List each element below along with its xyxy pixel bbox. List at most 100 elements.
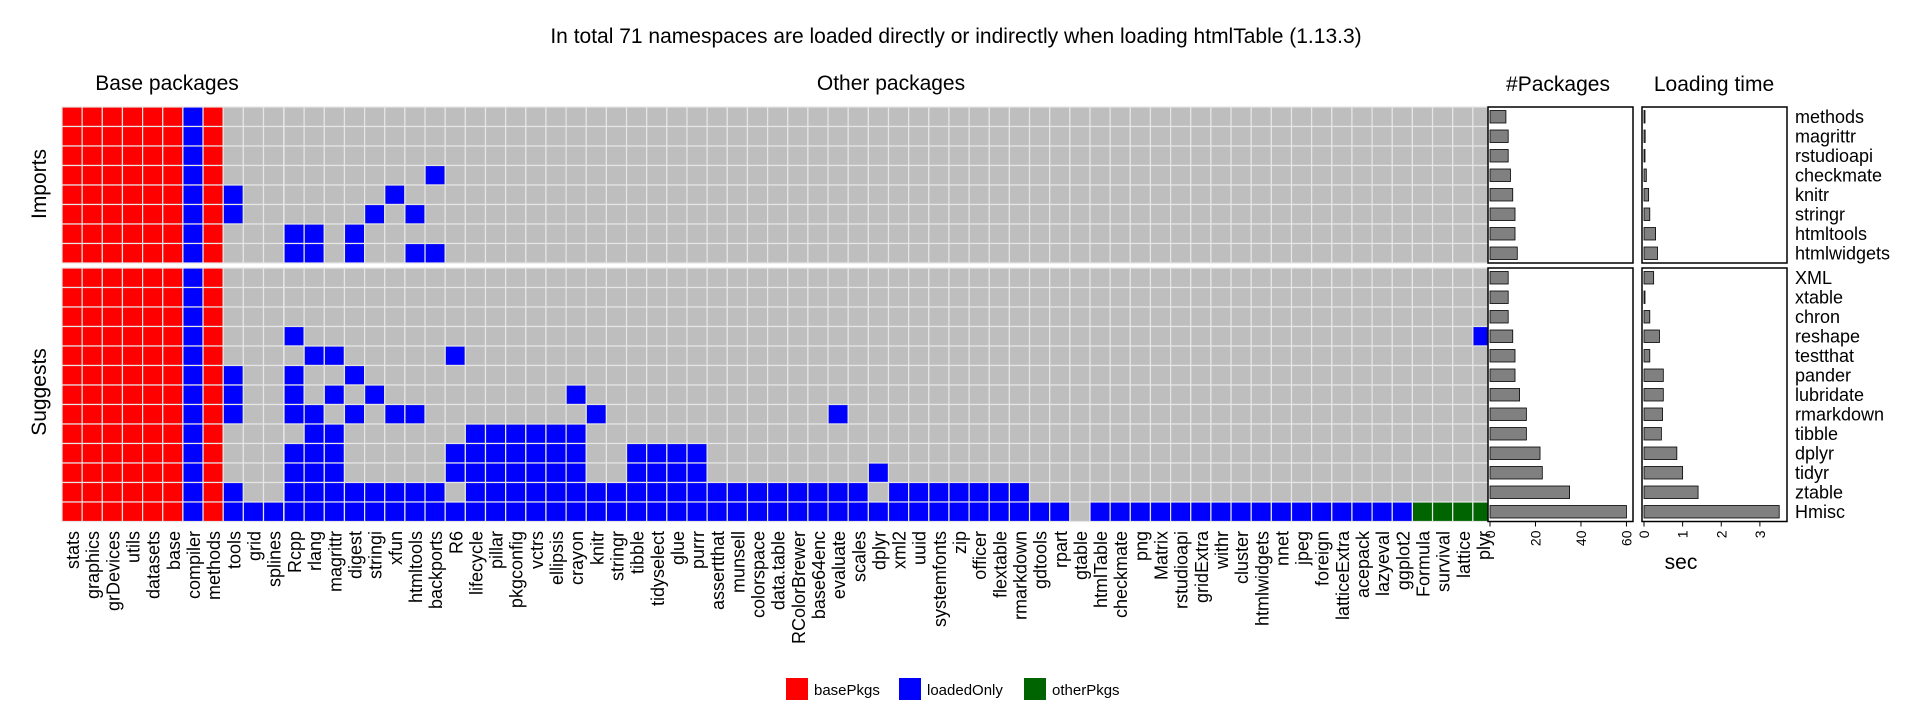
cell-lubridate-magrittr	[323, 384, 346, 406]
cell-xtable-assertthat	[706, 286, 728, 308]
cell-chron-splines	[262, 306, 285, 328]
cell-magrittr-utils	[121, 125, 144, 147]
cell-tibble-backports	[424, 423, 446, 445]
cell-rmarkdown-acepack	[1351, 403, 1373, 425]
cell-chron-vctrs	[525, 306, 547, 328]
cell-xtable-datasets	[142, 286, 164, 308]
cell-magrittr-xml2	[887, 125, 910, 147]
cell-knitr-Rcpp	[283, 184, 305, 206]
cell-XML-gtable	[1069, 267, 1091, 289]
column-label-rpart: rpart	[1051, 531, 1071, 568]
cell-tidyr-ellipsis	[545, 462, 567, 484]
cell-knitr-tools	[222, 184, 244, 206]
cell-htmlwidgets-zip	[948, 242, 970, 264]
row-label-ztable: ztable	[1795, 482, 1843, 502]
row-label-checkmate: checkmate	[1795, 165, 1882, 185]
cell-stringr-withr	[1210, 203, 1232, 225]
cell-reshape-lifecycle	[464, 325, 487, 347]
cell-magrittr-survival	[1431, 125, 1454, 147]
cell-ztable-dplyr	[867, 481, 890, 503]
cell-knitr-survival	[1431, 184, 1454, 206]
cell-pander-crayon	[565, 364, 587, 386]
cell-Hmisc-graphics	[81, 501, 103, 523]
cell-chron-compiler	[182, 306, 204, 328]
cell-checkmate-cluster	[1230, 164, 1252, 186]
cell-htmlwidgets-base64enc	[807, 242, 829, 264]
count-bar-lubridate	[1489, 388, 1520, 402]
cell-dplyr-withr	[1210, 442, 1232, 464]
column-label-Rcpp: Rcpp	[285, 531, 305, 573]
cell-knitr-stringi	[364, 184, 386, 206]
cell-reshape-backports	[424, 325, 446, 347]
cell-tibble-RColorBrewer	[787, 423, 809, 445]
cell-ztable-checkmate	[1109, 481, 1131, 503]
cell-checkmate-crayon	[565, 164, 587, 186]
cell-stringr-methods	[202, 203, 224, 225]
cell-XML-crayon	[565, 267, 587, 289]
cell-xtable-latticeExtra	[1331, 286, 1353, 308]
cell-knitr-htmlTable	[1089, 184, 1111, 206]
cell-checkmate-lifecycle	[464, 164, 487, 186]
cell-lubridate-knitr	[585, 384, 607, 406]
cell-knitr-colorspace	[746, 184, 769, 206]
cell-xtable-tools	[222, 286, 244, 308]
cell-rstudioapi-evaluate	[827, 145, 849, 167]
column-label-Matrix: Matrix	[1152, 531, 1172, 580]
cell-rmarkdown-cluster	[1230, 403, 1252, 425]
cell-checkmate-zip	[948, 164, 970, 186]
cell-knitr-grid	[242, 184, 265, 206]
cell-reshape-checkmate	[1109, 325, 1131, 347]
cell-tidyr-data.table	[766, 462, 789, 484]
cell-pander-datasets	[142, 364, 164, 386]
cell-checkmate-foreign	[1311, 164, 1333, 186]
cell-knitr-htmltools	[404, 184, 426, 206]
cell-xtable-R6	[444, 286, 466, 308]
cell-magrittr-munsell	[726, 125, 749, 147]
cell-Hmisc-checkmate	[1109, 501, 1131, 523]
cell-xtable-splines	[262, 286, 285, 308]
cell-xtable-htmlTable	[1089, 286, 1111, 308]
cell-Hmisc-nnet	[1270, 501, 1293, 523]
time-bar-htmlwidgets	[1643, 246, 1658, 260]
column-label-htmltools: htmltools	[406, 531, 426, 603]
cell-rmarkdown-stringr	[605, 403, 628, 425]
cell-magrittr-grDevices	[101, 125, 124, 147]
cell-checkmate-R6	[444, 164, 466, 186]
cell-tidyr-lattice	[1452, 462, 1474, 484]
cell-checkmate-rstudioapi	[1169, 164, 1192, 186]
cell-tidyr-gridExtra	[1190, 462, 1212, 484]
cell-dplyr-png	[1129, 442, 1152, 464]
cell-checkmate-dplyr	[867, 164, 890, 186]
cell-xtable-htmltools	[404, 286, 426, 308]
cell-stringr-base64enc	[807, 203, 829, 225]
cell-lubridate-dplyr	[867, 384, 890, 406]
cell-htmltools-data.table	[766, 223, 789, 245]
cell-htmlwidgets-rpart	[1049, 242, 1071, 264]
cell-rmarkdown-scales	[847, 403, 869, 425]
column-label-stats: stats	[63, 531, 83, 569]
cell-testthat-cluster	[1230, 345, 1252, 367]
cell-rstudioapi-tibble	[625, 145, 648, 167]
cell-stringr-tools	[222, 203, 244, 225]
cell-checkmate-gridExtra	[1190, 164, 1212, 186]
cell-rstudioapi-xml2	[887, 145, 910, 167]
cell-reshape-flextable	[988, 325, 1010, 347]
cell-ztable-gdtools	[1028, 481, 1051, 503]
cell-reshape-magrittr	[323, 325, 346, 347]
cell-testthat-lazyeval	[1371, 345, 1393, 367]
cell-htmlwidgets-pkgconfig	[505, 242, 527, 264]
cell-Hmisc-cluster	[1230, 501, 1252, 523]
cell-rstudioapi-htmltools	[404, 145, 426, 167]
cell-xtable-rlang	[303, 286, 325, 308]
cell-methods-backports	[424, 106, 446, 128]
cell-methods-datasets	[142, 106, 164, 128]
cell-chron-tidyselect	[646, 306, 668, 328]
cell-rstudioapi-base64enc	[807, 145, 829, 167]
cell-testthat-pillar	[484, 345, 507, 367]
cell-chron-munsell	[726, 306, 749, 328]
cell-stringr-vctrs	[525, 203, 547, 225]
cell-rmarkdown-pillar	[484, 403, 507, 425]
cell-stringr-magrittr	[323, 203, 346, 225]
cell-magrittr-datasets	[142, 125, 164, 147]
cell-Hmisc-lifecycle	[464, 501, 487, 523]
